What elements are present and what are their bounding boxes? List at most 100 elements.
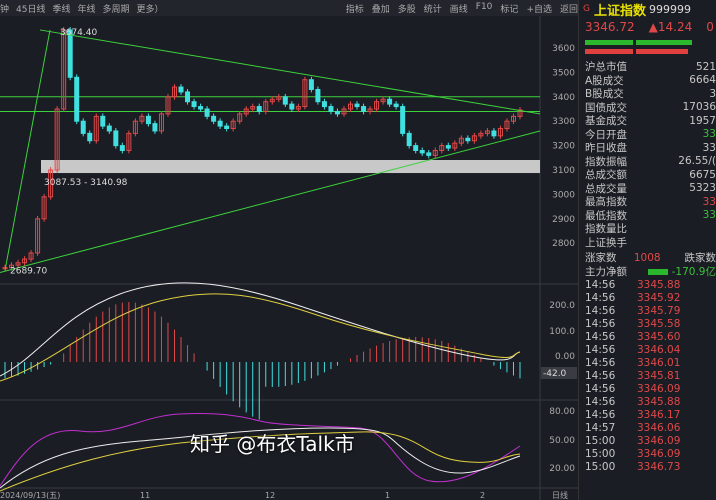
tick-price: 3346.01 bbox=[637, 356, 681, 369]
candle bbox=[289, 103, 295, 110]
candle bbox=[367, 108, 373, 112]
candle bbox=[165, 96, 171, 115]
stat-label: 总成交额 bbox=[585, 169, 627, 182]
tick-row: 14:56 3345.60 bbox=[579, 330, 716, 343]
toolbar-button[interactable]: 标记 bbox=[500, 4, 519, 15]
k-line bbox=[0, 427, 521, 489]
toolbar-button[interactable]: 返回 bbox=[559, 4, 578, 15]
candle bbox=[22, 258, 28, 264]
candle bbox=[243, 108, 249, 115]
toolbar-button[interactable]: 叠加 bbox=[371, 4, 390, 15]
candle bbox=[100, 115, 106, 127]
period-tab[interactable]: 年线 bbox=[77, 4, 96, 15]
d-line bbox=[0, 431, 521, 492]
stat-row: 总成交量 5323 bbox=[579, 182, 716, 196]
macd-tick: 100.0 bbox=[549, 327, 575, 337]
kdj-tick: 50.00 bbox=[549, 436, 575, 446]
candle bbox=[119, 145, 125, 151]
toolbar-button[interactable]: 统计 bbox=[423, 4, 442, 15]
stat-label: 今日开盘 bbox=[585, 128, 627, 141]
kline-chart[interactable]: 3600 3500 3400 3300 3200 3100 3000 2900 2800 3674… bbox=[0, 16, 578, 500]
candle bbox=[510, 115, 516, 122]
candle bbox=[28, 252, 34, 260]
candle bbox=[458, 137, 464, 144]
candle bbox=[387, 98, 393, 105]
badge: G bbox=[583, 4, 590, 14]
tick-row: 14:56 3345.79 bbox=[579, 304, 716, 317]
tick-price: 3346.09 bbox=[637, 382, 681, 395]
tick-price: 3346.09 bbox=[637, 434, 681, 447]
toolbar-button[interactable]: 多股 bbox=[397, 4, 416, 15]
tick-row: 15:00 3346.09 bbox=[579, 434, 716, 447]
toolbar-button[interactable]: +自选 bbox=[526, 4, 552, 15]
candle bbox=[126, 132, 132, 151]
candle bbox=[67, 29, 73, 78]
stat-value: 6664 bbox=[689, 74, 716, 87]
tick-row: 14:56 3346.01 bbox=[579, 356, 716, 369]
stat-value: 17036 bbox=[682, 101, 716, 114]
kdj-tick: 80.00 bbox=[549, 407, 575, 417]
stat-label: 指数量比 bbox=[585, 223, 627, 236]
candle bbox=[80, 120, 86, 134]
candle bbox=[113, 130, 119, 147]
candle bbox=[41, 196, 47, 220]
macd-value-box bbox=[541, 367, 577, 379]
tick-time: 15:00 bbox=[585, 460, 616, 473]
candle bbox=[61, 29, 67, 110]
stat-value: 1957 bbox=[689, 114, 716, 127]
stat-label: B股成交 bbox=[585, 88, 624, 101]
candle bbox=[361, 106, 367, 112]
candle bbox=[504, 120, 510, 130]
trend-line bbox=[39, 29, 541, 115]
candle bbox=[230, 120, 236, 130]
support-zone bbox=[41, 160, 540, 174]
low-label: 2689.70 bbox=[10, 266, 47, 276]
toolbar-button[interactable]: F10 bbox=[475, 1, 493, 12]
watermark: 知乎 @布衣Talk市 bbox=[190, 432, 355, 456]
pct: 0 bbox=[706, 20, 714, 34]
price-tick: 3300 bbox=[552, 117, 575, 127]
stat-value: 26.55/( bbox=[678, 155, 716, 168]
stat-row: 最高指数 33 bbox=[579, 195, 716, 209]
candle bbox=[452, 142, 458, 149]
candle bbox=[204, 108, 210, 117]
period-tab[interactable]: 钟 bbox=[0, 4, 10, 15]
tick-time: 14:56 bbox=[585, 278, 616, 291]
candle bbox=[87, 132, 93, 142]
stat-value: 33 bbox=[702, 209, 716, 222]
period-tab[interactable]: 45日线 bbox=[16, 4, 46, 15]
candle bbox=[250, 106, 256, 110]
price-tick: 3400 bbox=[552, 93, 575, 103]
candle bbox=[295, 106, 301, 110]
tick-price: 3345.88 bbox=[637, 395, 681, 408]
tick-time: 14:56 bbox=[585, 356, 616, 369]
tick-row: 14:56 3346.09 bbox=[579, 382, 716, 395]
price-tick: 2900 bbox=[552, 215, 575, 225]
date-label: 2024/09/13(五) bbox=[0, 491, 60, 500]
period-tab[interactable]: 季线 bbox=[52, 4, 71, 15]
period-tab[interactable]: 更多） bbox=[136, 4, 164, 15]
date-label: 1 bbox=[385, 491, 390, 500]
price-tick: 2800 bbox=[552, 239, 575, 249]
tick-price: 3345.60 bbox=[637, 330, 681, 343]
candle bbox=[374, 101, 380, 110]
candle bbox=[263, 101, 269, 112]
index-code: 999999 bbox=[649, 2, 691, 16]
candle bbox=[302, 79, 308, 108]
macd-value: -42.0 bbox=[543, 369, 567, 379]
candle bbox=[224, 125, 230, 130]
tick-time: 14:56 bbox=[585, 408, 616, 421]
candle bbox=[439, 145, 445, 151]
stat-label: 昨日收盘 bbox=[585, 142, 627, 155]
period-tab[interactable]: 多周期 bbox=[102, 4, 130, 15]
stat-value: 33 bbox=[702, 195, 716, 208]
toolbar-button[interactable]: 指标 bbox=[345, 4, 364, 15]
candle bbox=[393, 103, 399, 108]
sell-bar bbox=[585, 49, 716, 54]
toolbar-button[interactable]: 画线 bbox=[449, 4, 468, 15]
stat-row: B股成交 3 bbox=[579, 87, 716, 101]
tick-price: 3345.58 bbox=[637, 317, 681, 330]
candle bbox=[191, 101, 197, 108]
tick-row: 15:00 3346.73 bbox=[579, 460, 716, 473]
candle bbox=[217, 120, 223, 127]
